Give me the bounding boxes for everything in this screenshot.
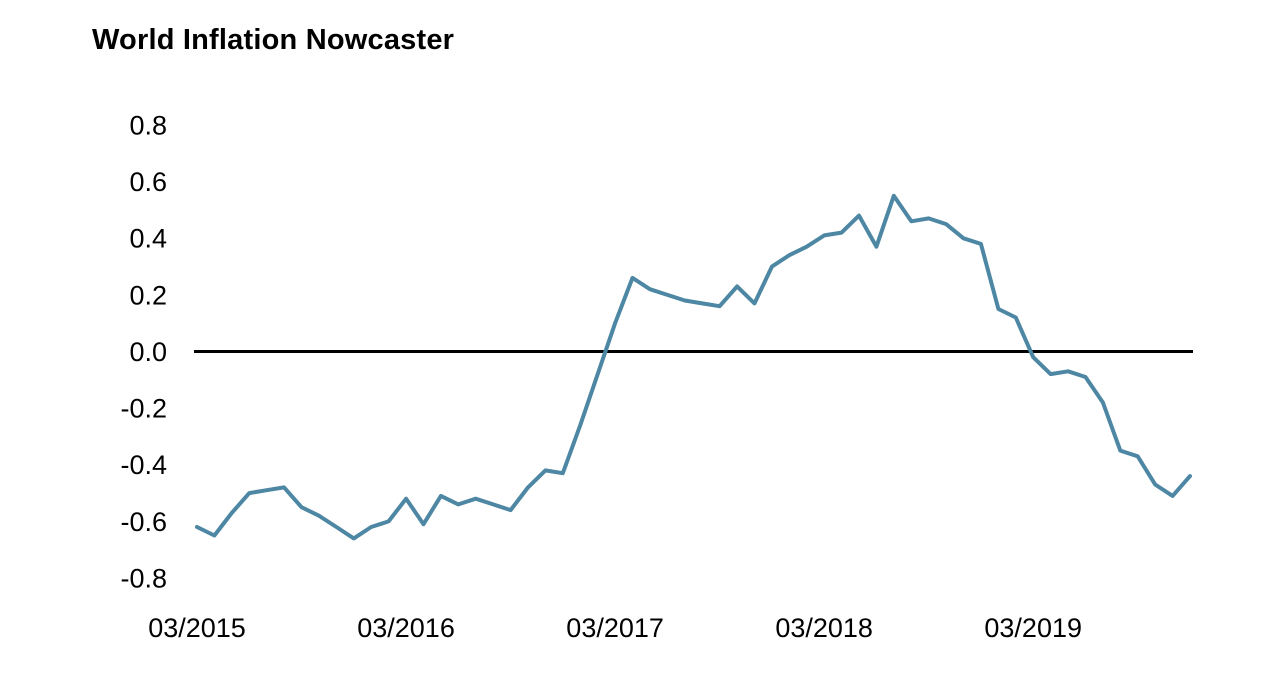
x-axis-tick-label: 03/2015 bbox=[148, 613, 246, 643]
y-axis-tick-label: -0.2 bbox=[120, 394, 167, 424]
x-axis-tick-label: 03/2017 bbox=[566, 613, 664, 643]
x-axis: 03/2015 03/2016 03/2017 03/2018 03/2019 bbox=[148, 613, 1082, 643]
y-axis-tick-label: -0.8 bbox=[120, 563, 167, 593]
y-axis-tick-label: 0.6 bbox=[129, 167, 167, 197]
y-axis-tick-label: 0.0 bbox=[129, 337, 167, 367]
x-axis-tick-label: 03/2018 bbox=[775, 613, 873, 643]
data-line bbox=[195, 193, 1192, 541]
y-axis-tick-label: -0.6 bbox=[120, 507, 167, 537]
y-axis-tick-label: 0.2 bbox=[129, 280, 167, 310]
y-axis: 0.8 0.6 0.4 0.2 0.0 -0.2 -0.4 -0.6 -0.8 bbox=[120, 110, 167, 593]
y-axis-tick-label: -0.4 bbox=[120, 450, 167, 480]
x-axis-tick-label: 03/2019 bbox=[984, 613, 1082, 643]
y-axis-tick-label: 0.4 bbox=[129, 224, 167, 254]
y-axis-tick-label: 0.8 bbox=[129, 110, 167, 140]
chart-title: World Inflation Nowcaster bbox=[92, 24, 455, 56]
x-axis-tick-label: 03/2016 bbox=[357, 613, 455, 643]
